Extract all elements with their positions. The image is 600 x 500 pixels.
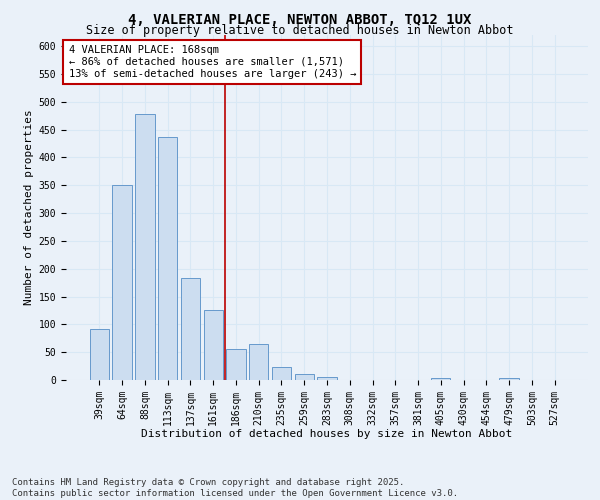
Bar	[249, 344, 268, 380]
Y-axis label: Number of detached properties: Number of detached properties	[25, 110, 34, 306]
Bar	[499, 378, 519, 380]
Bar	[317, 376, 337, 380]
X-axis label: Distribution of detached houses by size in Newton Abbot: Distribution of detached houses by size …	[142, 429, 512, 439]
Text: Size of property relative to detached houses in Newton Abbot: Size of property relative to detached ho…	[86, 24, 514, 37]
Bar	[203, 310, 223, 380]
Bar	[431, 378, 451, 380]
Bar	[158, 137, 178, 380]
Text: Contains HM Land Registry data © Crown copyright and database right 2025.
Contai: Contains HM Land Registry data © Crown c…	[12, 478, 458, 498]
Bar	[90, 329, 109, 380]
Text: 4 VALERIAN PLACE: 168sqm
← 86% of detached houses are smaller (1,571)
13% of sem: 4 VALERIAN PLACE: 168sqm ← 86% of detach…	[68, 46, 356, 78]
Bar	[135, 114, 155, 380]
Text: 4, VALERIAN PLACE, NEWTON ABBOT, TQ12 1UX: 4, VALERIAN PLACE, NEWTON ABBOT, TQ12 1U…	[128, 12, 472, 26]
Bar	[226, 349, 245, 380]
Bar	[112, 185, 132, 380]
Bar	[181, 278, 200, 380]
Bar	[272, 366, 291, 380]
Bar	[295, 374, 314, 380]
